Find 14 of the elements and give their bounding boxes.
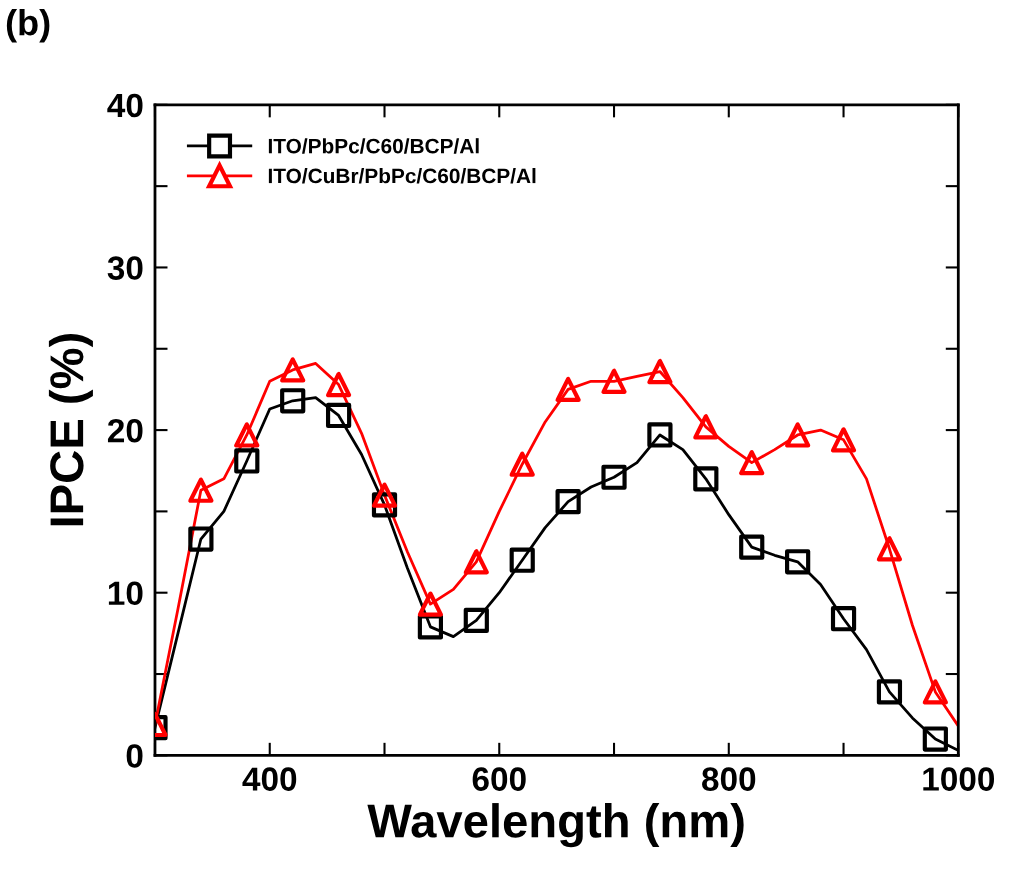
legend-label: ITO/CuBr/PbPc/C60/BCP/Al (268, 168, 536, 184)
text: (b) (6, 8, 50, 43)
x-tick-label: 1000 (923, 767, 995, 791)
y-tick-label: 10 (108, 581, 143, 606)
y-tick-label: 0 (126, 744, 143, 768)
y-axis-title: IPCE (%) (48, 334, 93, 526)
x-tick-label: 400 (242, 767, 297, 791)
x-tick-label: 800 (702, 767, 756, 791)
y-tick-label: 40 (107, 93, 143, 118)
y-tick-label: 30 (107, 256, 143, 280)
legend-label: ITO/PbPc/C60/BCP/Al (268, 138, 479, 154)
y-tick-label: 20 (107, 418, 143, 443)
x-tick-label: 600 (472, 767, 526, 791)
x-axis-title: Wavelength (nm) (367, 803, 744, 848)
